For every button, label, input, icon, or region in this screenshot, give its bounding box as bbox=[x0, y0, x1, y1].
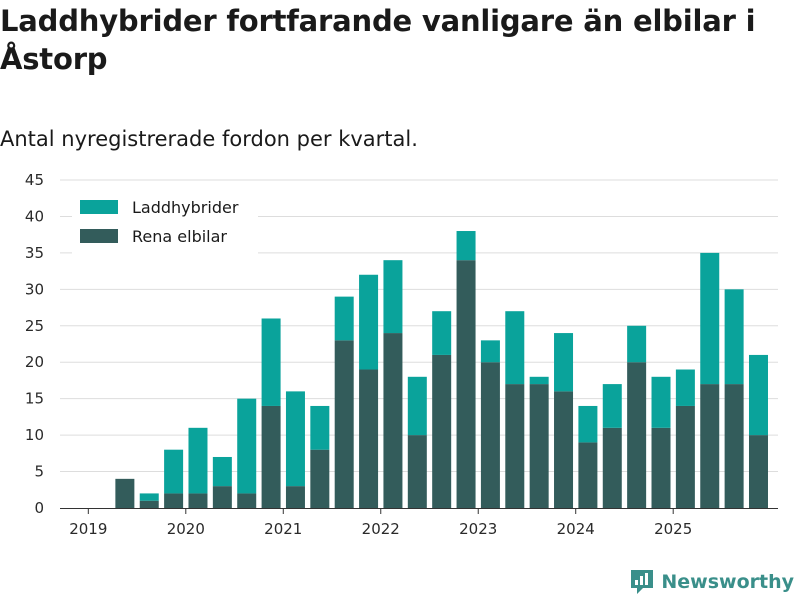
y-tick-label-40: 40 bbox=[25, 207, 44, 225]
bar-rena-elbilar-2025q2 bbox=[700, 384, 720, 508]
bar-laddhybrider-2020q4 bbox=[261, 318, 281, 406]
bar-rena-elbilar-2019q2 bbox=[115, 478, 135, 508]
bar-laddhybrider-2019q4 bbox=[164, 449, 184, 494]
bar-rena-elbilar-2024q1 bbox=[578, 442, 598, 508]
bar-rena-elbilar-2020q3 bbox=[237, 493, 257, 508]
bar-rena-elbilar-2022q2 bbox=[407, 435, 427, 508]
bar-rena-elbilar-2025q4 bbox=[748, 435, 768, 508]
y-tick-label-5: 5 bbox=[34, 463, 44, 481]
bar-rena-elbilar-2022q4 bbox=[456, 260, 476, 508]
y-tick-label-30: 30 bbox=[25, 280, 44, 298]
bar-rena-elbilar-2025q1 bbox=[675, 405, 695, 508]
bar-laddhybrider-2024q3 bbox=[627, 325, 647, 363]
bar-laddhybrider-2021q2 bbox=[310, 405, 330, 450]
legend: Laddhybrider Rena elbilar bbox=[72, 193, 258, 255]
bar-rena-elbilar-2019q3 bbox=[139, 500, 159, 508]
bar-laddhybrider-2020q1 bbox=[188, 427, 208, 494]
bar-laddhybrider-2021q1 bbox=[285, 391, 305, 487]
bar-laddhybrider-2024q2 bbox=[602, 384, 622, 428]
x-tick-label-2024: 2024 bbox=[557, 520, 595, 538]
bar-rena-elbilar-2022q1 bbox=[383, 333, 403, 508]
bar-rena-elbilar-2020q4 bbox=[261, 405, 281, 508]
y-tick-label-0: 0 bbox=[34, 499, 44, 517]
bar-rena-elbilar-2024q3 bbox=[627, 362, 647, 508]
y-tick-label-20: 20 bbox=[25, 353, 44, 371]
y-tick-label-15: 15 bbox=[25, 390, 44, 408]
bar-laddhybrider-2025q4 bbox=[748, 354, 768, 436]
bar-rena-elbilar-2025q3 bbox=[724, 384, 744, 508]
bar-laddhybrider-2020q3 bbox=[237, 398, 257, 494]
x-tick-label-2023: 2023 bbox=[459, 520, 497, 538]
bar-rena-elbilar-2024q4 bbox=[651, 427, 671, 508]
bar-rena-elbilar-2020q2 bbox=[212, 486, 232, 508]
legend-swatch-rena-elbilar bbox=[80, 229, 118, 243]
legend-swatch-laddhybrider bbox=[80, 200, 118, 214]
newsworthy-logo-icon bbox=[631, 570, 654, 594]
bar-laddhybrider-2019q3 bbox=[139, 493, 159, 501]
bar-laddhybrider-2021q3 bbox=[334, 296, 354, 341]
y-tick-label-35: 35 bbox=[25, 244, 44, 262]
bar-rena-elbilar-2021q2 bbox=[310, 449, 330, 508]
bar-laddhybrider-2022q2 bbox=[407, 376, 427, 436]
bar-laddhybrider-2023q1 bbox=[480, 340, 500, 363]
bar-laddhybrider-2023q3 bbox=[529, 376, 549, 385]
bar-laddhybrider-2025q1 bbox=[675, 369, 695, 406]
bar-laddhybrider-2024q1 bbox=[578, 405, 598, 443]
y-tick-label-45: 45 bbox=[25, 171, 44, 189]
y-tick-label-10: 10 bbox=[25, 426, 44, 444]
legend-label-rena-elbilar: Rena elbilar bbox=[132, 227, 227, 246]
bar-laddhybrider-2022q3 bbox=[432, 311, 452, 355]
bar-laddhybrider-2023q2 bbox=[505, 311, 525, 385]
bars bbox=[115, 231, 768, 508]
x-tick-label-2019: 2019 bbox=[69, 520, 107, 538]
x-tick-label-2020: 2020 bbox=[167, 520, 205, 538]
bar-laddhybrider-2023q4 bbox=[554, 333, 574, 392]
brand-name: Newsworthy bbox=[661, 571, 794, 593]
chart-title: Laddhybrider fortfarande vanligare än el… bbox=[0, 4, 756, 76]
x-tick-label-2021: 2021 bbox=[264, 520, 302, 538]
bar-laddhybrider-2021q4 bbox=[359, 274, 379, 370]
bar-rena-elbilar-2021q1 bbox=[285, 486, 305, 508]
bar-laddhybrider-2025q2 bbox=[700, 252, 720, 385]
bar-rena-elbilar-2019q4 bbox=[164, 493, 184, 508]
bar-rena-elbilar-2020q1 bbox=[188, 493, 208, 508]
bar-rena-elbilar-2024q2 bbox=[602, 427, 622, 508]
bar-laddhybrider-2022q4 bbox=[456, 231, 476, 261]
bar-laddhybrider-2024q4 bbox=[651, 376, 671, 428]
x-tick-label-2022: 2022 bbox=[362, 520, 400, 538]
bar-rena-elbilar-2023q1 bbox=[480, 362, 500, 508]
x-tick-label-2025: 2025 bbox=[654, 520, 692, 538]
brand-logo: Newsworthy bbox=[629, 568, 794, 596]
legend-label-laddhybrider: Laddhybrider bbox=[132, 198, 239, 217]
bar-laddhybrider-2020q2 bbox=[212, 456, 232, 487]
bar-rena-elbilar-2023q3 bbox=[529, 384, 549, 508]
bar-laddhybrider-2025q3 bbox=[724, 289, 744, 385]
bar-rena-elbilar-2022q3 bbox=[432, 354, 452, 508]
bar-rena-elbilar-2023q2 bbox=[505, 384, 525, 508]
y-tick-label-25: 25 bbox=[25, 317, 44, 335]
bar-laddhybrider-2022q1 bbox=[383, 260, 403, 334]
bar-rena-elbilar-2021q4 bbox=[359, 369, 379, 508]
bar-rena-elbilar-2023q4 bbox=[554, 391, 574, 508]
bar-rena-elbilar-2021q3 bbox=[334, 340, 354, 508]
chart-subtitle: Antal nyregistrerade fordon per kvartal. bbox=[0, 127, 418, 151]
